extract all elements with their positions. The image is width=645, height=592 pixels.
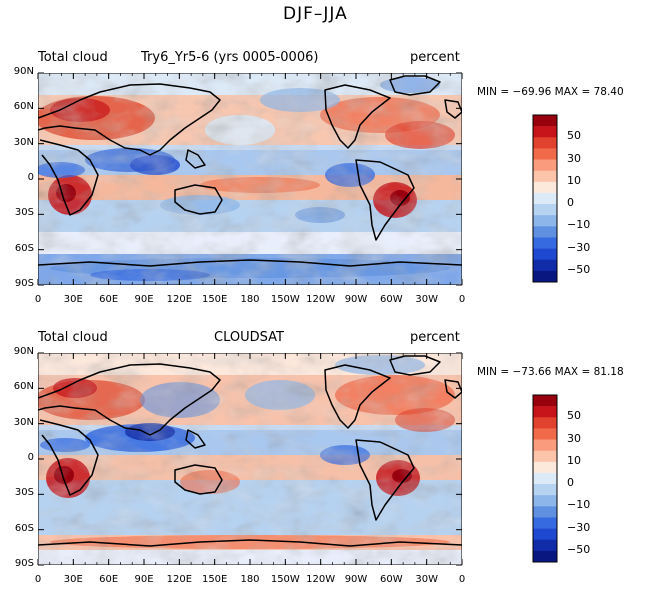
colorbar-swatch <box>533 428 557 440</box>
colorbar-swatch <box>533 528 557 541</box>
colorbar-swatch <box>533 450 557 463</box>
colorbar-swatch <box>533 248 557 261</box>
lon-tick-label: 150W <box>270 574 300 585</box>
lat-tick-label: 90S <box>14 278 34 289</box>
lon-tick-label: 120E <box>166 574 193 585</box>
colorbar-label: 30 <box>567 431 581 445</box>
lat-tick-label: 90S <box>14 558 34 569</box>
lon-tick-label: 180 <box>240 294 260 305</box>
colorbar-swatch <box>533 148 557 160</box>
lon-tick-label: 120W <box>306 294 336 305</box>
panel1-stats: MIN = −69.96 MAX = 78.40 <box>477 86 624 98</box>
colorbar-swatch <box>533 259 557 272</box>
colorbar-label: 50 <box>567 129 581 143</box>
lat-tick-label: 30S <box>14 207 34 219</box>
colorbar-swatch <box>533 517 557 529</box>
lon-tick-label: 30E <box>63 574 83 585</box>
lon-tick-label: 30W <box>415 574 438 585</box>
lat-tick-label: 90N <box>13 66 34 77</box>
lon-tick-label: 150W <box>270 294 300 305</box>
colorbar-label: −50 <box>567 542 591 556</box>
colorbar-label: 50 <box>567 409 581 423</box>
lon-tick-label: 120W <box>306 574 336 585</box>
lat-tick-label: 30N <box>13 136 34 148</box>
lon-tick-label: 0 <box>34 574 42 585</box>
colorbar-swatch <box>533 137 557 149</box>
colorbar-swatch <box>533 159 557 171</box>
lat-tick-label: 30N <box>13 416 34 428</box>
colorbar-swatch <box>533 417 557 429</box>
colorbar-label: 0 <box>567 476 574 490</box>
colorbar-swatch <box>533 237 557 249</box>
panel2-left-label: Total cloud <box>38 330 108 345</box>
lat-tick-label: 0 <box>27 452 34 463</box>
colorbar-swatch <box>533 204 557 216</box>
lon-tick-label: 90E <box>134 574 154 585</box>
lon-tick-label: 0 <box>458 294 466 305</box>
lon-tick-label: 90W <box>344 294 368 305</box>
colorbar-swatch <box>533 539 557 552</box>
map-panel-2 <box>38 353 462 565</box>
colorbar-label: 10 <box>567 453 581 467</box>
lon-tick-label: 150E <box>201 574 228 585</box>
lat-tick-label: 60S <box>14 522 34 534</box>
colorbar-swatch <box>533 484 557 496</box>
colorbar-swatch <box>533 215 557 227</box>
panel2-right-label: percent <box>410 330 460 345</box>
colorbar-label: 10 <box>567 173 581 187</box>
colorbar-swatch <box>533 506 557 518</box>
lon-tick-label: 180 <box>240 574 260 585</box>
lat-tick-label: 0 <box>27 172 34 183</box>
colorbar-swatch <box>533 170 557 183</box>
colorbar-swatch <box>533 495 557 507</box>
panel1-center-label: Try6_Yr5-6 (yrs 0005-0006) <box>141 50 319 65</box>
colorbar-swatch <box>533 395 557 407</box>
lon-tick-label: 60E <box>99 574 119 585</box>
colorbar-label: 30 <box>567 151 581 165</box>
colorbar-frame <box>532 394 558 563</box>
panel1-right-label: percent <box>410 50 460 65</box>
colorbar-swatch <box>533 192 557 205</box>
figure-title: DJF–JJA <box>283 4 348 24</box>
lat-tick-label: 90N <box>13 346 34 357</box>
colorbar-label: −10 <box>567 498 591 512</box>
lon-tick-label: 60W <box>380 294 403 305</box>
colorbar-swatch <box>533 439 557 451</box>
colorbar-frame <box>532 114 558 283</box>
lon-tick-label: 30W <box>415 294 438 305</box>
colorbar-label: 0 <box>567 196 574 210</box>
colorbar-swatch <box>533 226 557 238</box>
lon-tick-label: 120E <box>166 294 193 305</box>
colorbar-swatch <box>533 126 557 138</box>
panel2-stats: MIN = −73.66 MAX = 81.18 <box>477 366 624 378</box>
colorbar-swatch <box>533 181 557 194</box>
colorbar-swatch <box>533 270 557 283</box>
lon-tick-label: 30E <box>63 294 83 305</box>
lon-tick-label: 90W <box>344 574 368 585</box>
lon-tick-label: 150E <box>201 294 228 305</box>
lon-tick-label: 90E <box>134 294 154 305</box>
lat-tick-label: 60N <box>13 381 34 393</box>
lon-tick-label: 0 <box>34 294 42 305</box>
colorbar-swatch <box>533 472 557 485</box>
map-panel-1 <box>38 73 462 285</box>
lon-tick-label: 60W <box>380 574 403 585</box>
lon-tick-label: 60E <box>99 294 119 305</box>
colorbar-label: −10 <box>567 218 591 232</box>
lat-tick-label: 60S <box>14 242 34 254</box>
colorbar-swatch <box>533 550 557 563</box>
lat-tick-label: 30S <box>14 487 34 499</box>
panel1-left-label: Total cloud <box>38 50 108 65</box>
colorbar-swatch <box>533 461 557 474</box>
panel2-center-label: CLOUDSAT <box>214 330 284 345</box>
colorbar-swatch <box>533 115 557 127</box>
colorbar-label: −30 <box>567 520 591 534</box>
colorbar-label: −50 <box>567 262 591 276</box>
colorbar-label: −30 <box>567 240 591 254</box>
colorbar-swatch <box>533 406 557 418</box>
lat-tick-label: 60N <box>13 101 34 113</box>
lon-tick-label: 0 <box>458 574 466 585</box>
